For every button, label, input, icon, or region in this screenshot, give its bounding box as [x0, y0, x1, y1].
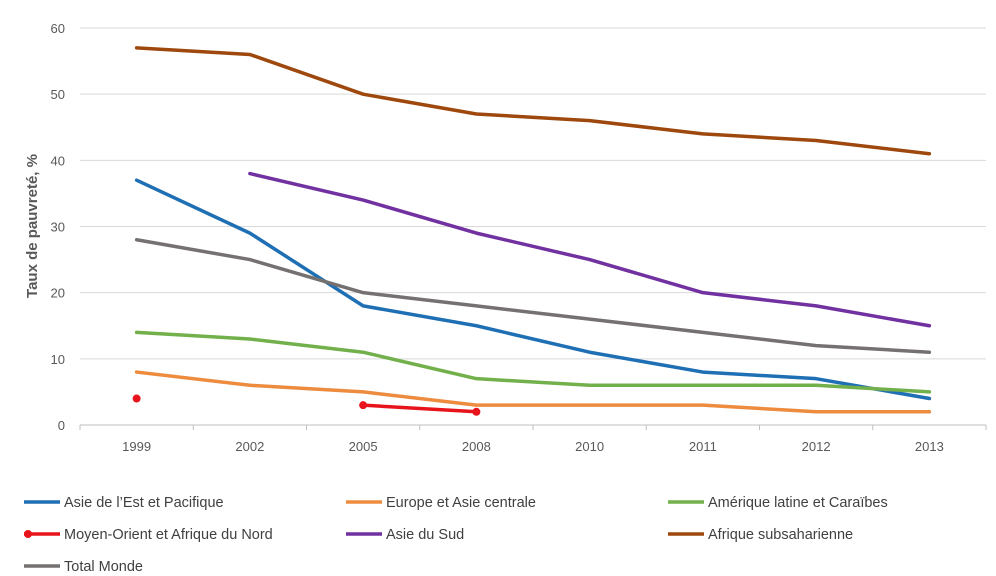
legend: Asie de l’Est et Pacifique Europe et Asie…: [24, 495, 888, 575]
series-line: [134, 178, 932, 401]
series-6: [134, 237, 932, 354]
x-tick-label: 2002: [235, 439, 264, 454]
x-tick-label: 1999: [122, 439, 151, 454]
series-0: [134, 178, 932, 401]
data-point: [132, 394, 141, 403]
y-tick-label: 40: [51, 153, 65, 168]
legend-item: Asie du Sud: [346, 527, 464, 543]
y-tick-label: 20: [51, 286, 65, 301]
y-axis-label: Taux de pauvreté, %: [24, 154, 41, 298]
legend-label: Total Monde: [64, 559, 143, 575]
legend-item: Asie de l’Est et Pacifique: [24, 495, 224, 511]
series-lines: [132, 46, 932, 416]
x-tick-label: 2008: [462, 439, 491, 454]
series-line: [361, 403, 479, 414]
x-tick-label: 2010: [575, 439, 604, 454]
y-tick-label: 60: [51, 21, 65, 36]
data-point: [472, 407, 481, 416]
y-tick-label: 0: [58, 418, 65, 433]
y-tick-label: 50: [51, 87, 65, 102]
series-4: [248, 171, 932, 328]
legend-label: Moyen-Orient et Afrique du Nord: [64, 527, 273, 543]
legend-label: Amérique latine et Caraïbes: [708, 495, 888, 511]
y-tick-label: 10: [51, 352, 65, 367]
data-point: [359, 401, 368, 410]
legend-label: Afrique subsaharienne: [708, 527, 853, 543]
x-axis-ticks: 1999 2002 2005 2008 2010 2011 2012 2013: [79, 425, 987, 454]
x-tick-label: 2012: [802, 439, 831, 454]
x-tick-label: 2013: [915, 439, 944, 454]
legend-item: Total Monde: [24, 559, 143, 575]
y-axis-ticks: 0 10 20 30 40 50 60: [51, 21, 65, 433]
x-tick-label: 2011: [689, 439, 717, 454]
legend-item: Afrique subsaharienne: [668, 527, 853, 543]
legend-label: Asie de l’Est et Pacifique: [64, 495, 224, 511]
series-5: [134, 46, 932, 156]
x-tick-label: 2005: [349, 439, 378, 454]
gridlines: [80, 27, 986, 426]
legend-item: Moyen-Orient et Afrique du Nord: [24, 527, 273, 543]
series-line: [134, 46, 932, 156]
series-1: [134, 370, 932, 414]
y-tick-label: 30: [51, 220, 65, 235]
series-line: [248, 171, 932, 328]
series-3: [132, 394, 481, 416]
legend-item: Amérique latine et Caraïbes: [668, 495, 888, 511]
legend-label: Asie du Sud: [386, 527, 464, 543]
series-line: [134, 370, 932, 414]
legend-marker: [24, 530, 32, 538]
legend-label: Europe et Asie centrale: [386, 495, 536, 511]
series-line: [134, 237, 932, 354]
series-line: [134, 330, 932, 394]
series-2: [134, 330, 932, 394]
legend-item: Europe et Asie centrale: [346, 495, 536, 511]
